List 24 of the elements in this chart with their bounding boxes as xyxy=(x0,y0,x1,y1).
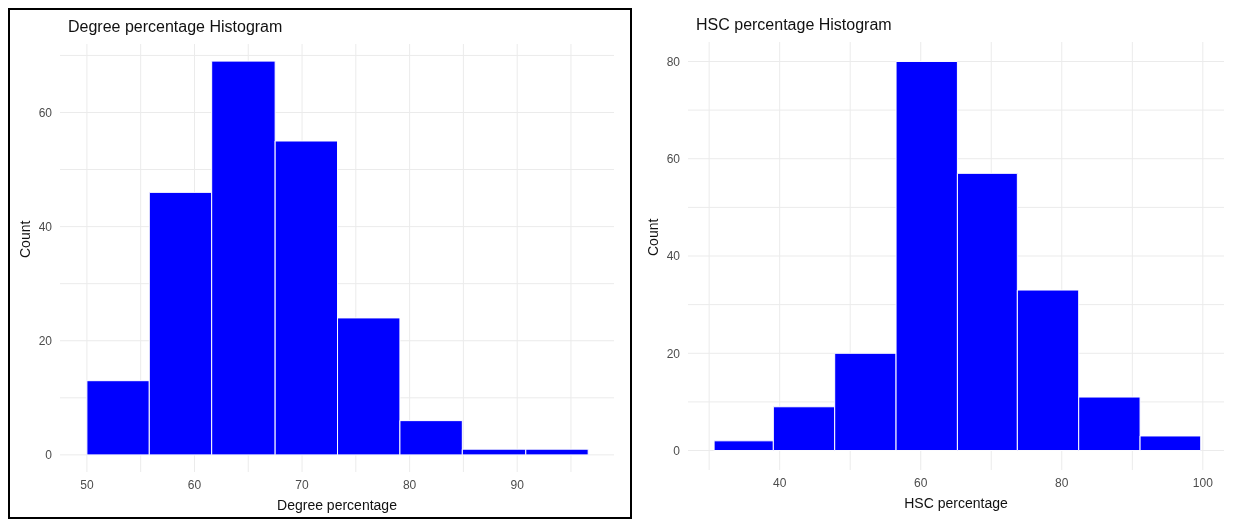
x-axis-title: HSC percentage xyxy=(904,495,1008,511)
x-tick-label: 50 xyxy=(80,477,94,492)
y-tick-label: 40 xyxy=(666,249,681,264)
y-axis-title: Count xyxy=(644,218,661,256)
y-tick-label: 0 xyxy=(673,443,681,458)
y-tick-label: 0 xyxy=(45,448,53,463)
x-tick-label: 60 xyxy=(187,477,202,492)
x-tick-label: 70 xyxy=(295,477,310,492)
x-tick-label: 60 xyxy=(914,475,928,490)
chart-title: Degree percentage Histogram xyxy=(68,18,283,36)
y-axis-title: Count xyxy=(16,220,33,258)
chart-title: HSC percentage Histogram xyxy=(696,16,892,34)
y-tick-label: 80 xyxy=(666,54,681,69)
x-tick-label: 80 xyxy=(402,477,417,492)
x-axis-title: Degree percentage xyxy=(277,497,398,513)
x-tick-label: 90 xyxy=(510,477,525,492)
y-tick-label: 20 xyxy=(38,334,53,349)
x-tick-label: 80 xyxy=(1055,475,1069,490)
y-tick-label: 40 xyxy=(38,219,53,234)
x-tick-label: 40 xyxy=(773,475,787,490)
y-tick-label: 60 xyxy=(666,151,681,166)
x-tick-label: 100 xyxy=(1192,475,1214,490)
y-tick-label: 60 xyxy=(38,105,53,120)
y-tick-label: 20 xyxy=(666,346,681,361)
